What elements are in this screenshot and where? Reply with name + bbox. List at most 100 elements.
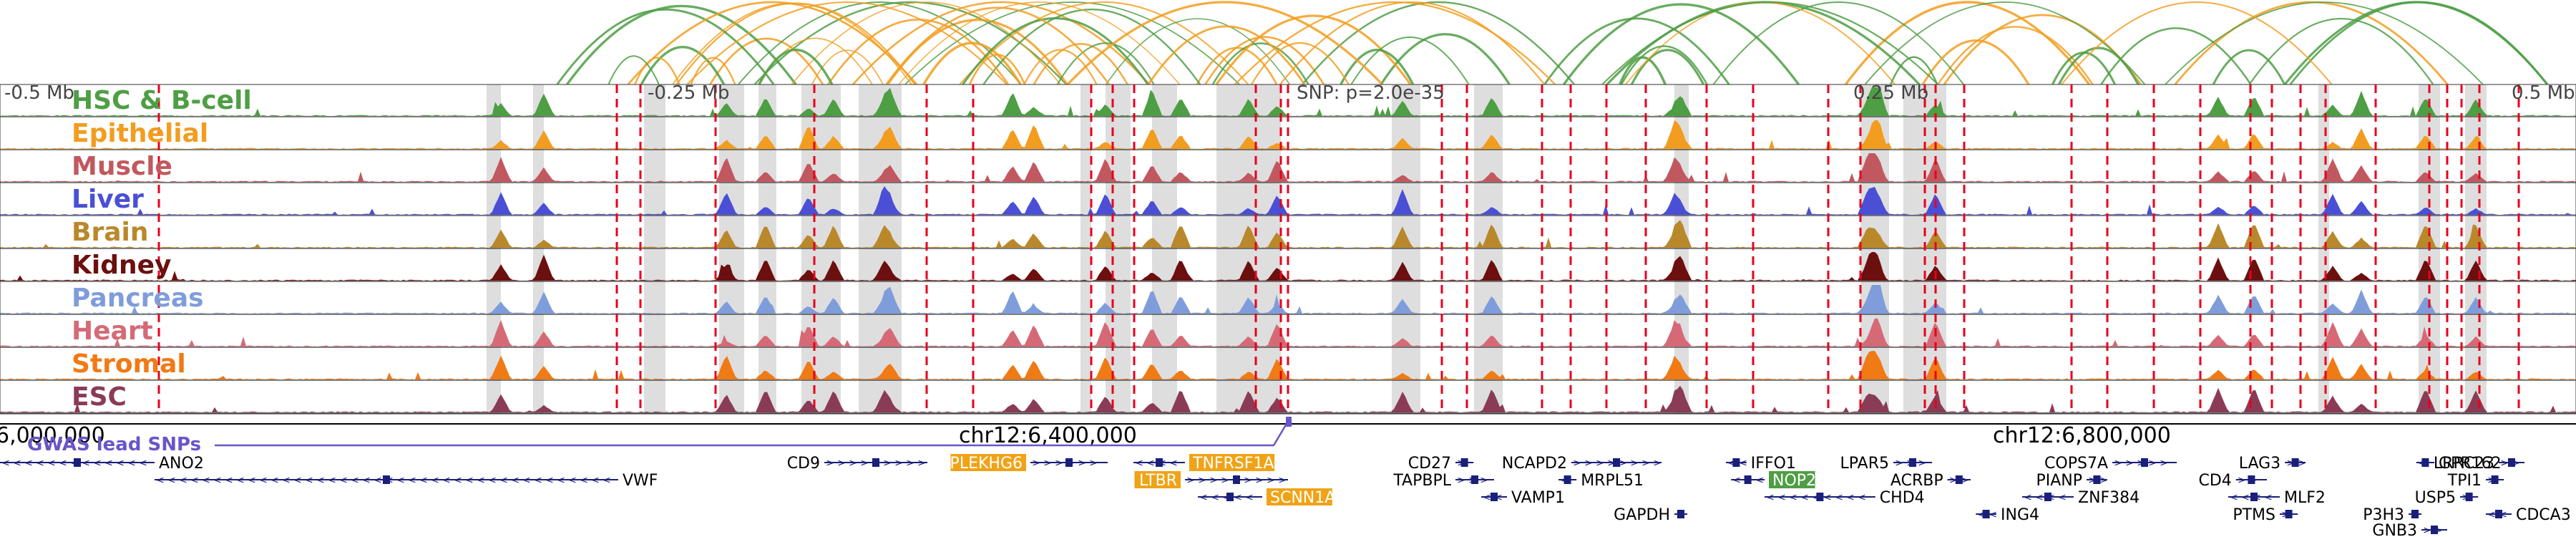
strand-arrow: > (1480, 475, 1488, 486)
strand-arrow: < (1977, 509, 1986, 521)
chromatin-arc (791, 1, 1061, 85)
chromatin-arc (1937, 26, 2094, 85)
strand-arrow: < (2264, 492, 2273, 503)
gene[interactable]: <GPR162 (2416, 455, 2502, 473)
strand-arrow: > (1607, 458, 1616, 469)
strand-arrow: < (59, 458, 67, 469)
strand-arrow: < (431, 475, 439, 486)
gene[interactable]: >>>>>>>>>LTBR (1134, 471, 1288, 490)
strand-arrow: > (1584, 458, 1593, 469)
strand-arrow: < (156, 475, 165, 486)
signal-tracks (0, 84, 2576, 415)
strand-arrow: > (1961, 475, 1969, 486)
strand-arrow: < (202, 475, 210, 486)
track-label: Heart (72, 316, 153, 346)
gene[interactable]: <<<<<<<<<<<<<<<<<<<<<<<<<<<<<<<<<<<<<<<<… (155, 472, 658, 490)
track-signal (0, 252, 2576, 281)
gene[interactable]: >>>LPAR5 (1840, 455, 1932, 473)
chromatin-arc (1543, 17, 1730, 85)
chromatin-arc (1630, 49, 1705, 85)
gene[interactable]: >P3H3 (2363, 506, 2421, 524)
gene[interactable]: < < < < < < < < < CHD4 (1765, 489, 1925, 507)
gene[interactable]: < < CDCA3 (2486, 506, 2571, 524)
highlight-band (1216, 84, 1281, 414)
gene-label: CDCA3 (2516, 506, 2571, 524)
gene[interactable]: >>>>>>PLEKHG6 (950, 454, 1108, 473)
gene[interactable]: >>>TAPBPL (1392, 472, 1494, 490)
gene[interactable]: < < ING4 (1976, 506, 2039, 524)
strand-arrow: < (1727, 458, 1736, 469)
gene[interactable]: <MRPL51 (1558, 472, 1644, 490)
strand-arrow: > (1949, 475, 1958, 486)
gene-exon (74, 458, 81, 467)
chromatin-arc (885, 6, 1111, 85)
gene[interactable]: >TPI1 (2447, 472, 2504, 490)
gene[interactable]: >>>>>COPS7A (2044, 455, 2177, 473)
highlight-band (644, 84, 665, 414)
gene[interactable]: >>>>>>>>>CD9 (787, 455, 927, 473)
strand-arrow: > (2512, 458, 2520, 469)
strand-arrow: > (860, 458, 869, 469)
gene-exon (1563, 475, 1571, 484)
gene[interactable]: <<<<<SCNN1A (1198, 488, 1335, 507)
track-labels: HSC & B-cell Epithelial Muscle Liver Brain Ki… (72, 86, 252, 412)
strand-arrow: > (1596, 458, 1604, 469)
gene[interactable]: <<<NOP2 (1731, 471, 1816, 490)
gene-label: MLF2 (2284, 489, 2326, 507)
gene-label: CD9 (787, 455, 820, 473)
gene[interactable]: >CD27 (1408, 455, 1474, 473)
gene[interactable]: > > ACRBP (1890, 472, 1971, 490)
track-label: HSC & B-cell (72, 86, 252, 115)
gene-label: GPR162 (2439, 455, 2502, 473)
gene-exon (383, 475, 390, 484)
chromatin-arc (1340, 49, 1415, 85)
strand-arrow: > (1619, 458, 1627, 469)
scale-mid-right-label: 0.25 Mb (1853, 82, 1928, 104)
strand-arrow: < (1199, 492, 1208, 503)
strand-arrow: < (36, 458, 44, 469)
gene-exon (1955, 475, 1963, 484)
gene[interactable]: > > > > > > > >NCAPD2 (1502, 455, 1662, 473)
chromatin-arc (826, 19, 1010, 85)
gene-exon (1491, 493, 1498, 501)
strand-arrow: < (374, 475, 382, 486)
strand-arrow: > (2099, 475, 2108, 486)
strand-arrow: < (1858, 492, 1866, 503)
chromatin-arc (2212, 49, 2286, 85)
gene[interactable]: > > GNB3 (2372, 522, 2447, 537)
gene[interactable]: >>CD4 (2198, 472, 2267, 490)
gene[interactable]: <<<<TNFRSF1A (1133, 454, 1275, 473)
strand-arrow: > (1457, 475, 1465, 486)
gene[interactable]: <<<<ZNF384 (2022, 489, 2140, 507)
gene[interactable]: <<<<MLF2 (2228, 489, 2326, 507)
highlight-bands (487, 84, 2487, 414)
highlight-band (1080, 84, 1091, 414)
strand-arrow: < (2241, 492, 2250, 503)
gene-label: TPI1 (2447, 472, 2482, 490)
gene[interactable]: <<<<<<<<<<<<<ANO2 (0, 455, 204, 473)
gene-label: PLEKHG6 (950, 455, 1023, 473)
gene[interactable]: < < IFFO1 (1726, 455, 1796, 473)
gene[interactable]: > > PIANP (2036, 472, 2107, 490)
gene-exon (2411, 510, 2419, 518)
strand-arrow: < (499, 475, 508, 486)
gene[interactable]: >USP5 (2415, 489, 2479, 507)
strand-arrow: > (837, 458, 846, 469)
gene[interactable]: < < VAMP1 (1481, 489, 1565, 507)
strand-arrow: > (1198, 475, 1206, 486)
strand-arrow: < (419, 475, 428, 486)
strand-arrow: < (580, 475, 588, 486)
gene[interactable]: > > LAG3 (2239, 455, 2306, 473)
gene[interactable]: >GAPDH (1614, 506, 1687, 524)
gene-exon (2421, 458, 2429, 467)
gene-label: IFFO1 (1751, 455, 1796, 473)
highlight-band (758, 84, 776, 414)
strand-arrow: > (1267, 475, 1275, 486)
highlight-band (533, 84, 544, 414)
gene-label: LPAR5 (1840, 455, 1889, 473)
strand-arrow: < (1739, 458, 1747, 469)
highlight-band (1106, 84, 1131, 414)
gene[interactable]: > > LRRC23 (2434, 455, 2524, 473)
gene-highlight-box (1267, 488, 1332, 505)
gene[interactable]: >PTMS (2233, 506, 2298, 524)
